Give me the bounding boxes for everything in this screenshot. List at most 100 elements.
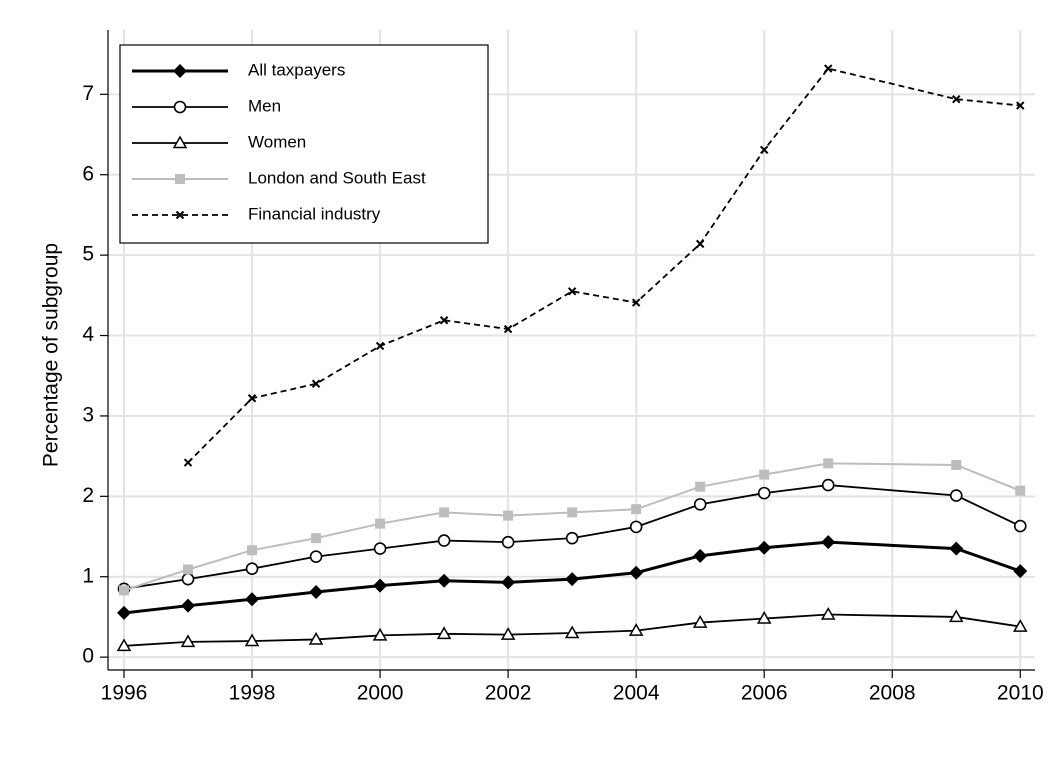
legend-label: Women — [248, 132, 306, 151]
marker — [373, 542, 387, 555]
marker — [695, 481, 706, 492]
marker — [824, 64, 833, 73]
legend-label: All taxpayers — [248, 60, 345, 79]
marker — [309, 585, 324, 600]
marker — [693, 548, 708, 563]
marker — [372, 627, 388, 641]
marker — [436, 626, 452, 640]
marker — [1013, 564, 1028, 579]
marker — [501, 535, 515, 549]
marker — [245, 592, 260, 607]
marker — [948, 609, 964, 623]
marker — [949, 489, 963, 502]
marker — [309, 550, 323, 563]
marker — [631, 504, 642, 515]
marker — [564, 625, 580, 639]
marker — [692, 615, 708, 628]
marker — [823, 458, 834, 469]
marker — [117, 605, 132, 620]
marker — [821, 478, 835, 492]
x-tick-label: 2006 — [741, 682, 788, 705]
marker — [567, 287, 577, 296]
marker — [116, 638, 132, 652]
series-line — [123, 462, 1021, 592]
marker — [952, 94, 961, 104]
x-tick-label: 2010 — [997, 682, 1044, 705]
marker — [503, 510, 514, 521]
marker — [375, 518, 386, 529]
marker — [503, 324, 513, 334]
y-tick-label: 4 — [82, 323, 94, 346]
marker — [1015, 485, 1026, 496]
marker — [756, 611, 772, 624]
marker — [439, 507, 450, 518]
marker — [181, 598, 196, 613]
marker — [437, 534, 451, 547]
marker — [949, 541, 964, 556]
marker — [757, 486, 771, 500]
marker — [119, 585, 130, 596]
x-tick-label: 1998 — [229, 682, 276, 705]
marker — [693, 498, 707, 511]
marker — [437, 573, 452, 588]
legend-label: Men — [248, 96, 281, 115]
marker — [311, 533, 322, 544]
marker — [375, 341, 385, 351]
marker — [311, 379, 321, 388]
marker — [183, 564, 194, 575]
y-tick-label: 2 — [82, 484, 94, 507]
x-tick-label: 2004 — [613, 682, 660, 705]
y-tick-label: 3 — [82, 403, 94, 426]
marker — [175, 174, 185, 184]
legend-label: Financial industry — [248, 204, 381, 223]
marker — [565, 531, 579, 545]
series-line — [123, 540, 1021, 615]
marker — [629, 565, 644, 580]
marker — [1013, 519, 1027, 533]
y-axis-label: Percentage of subgroup — [40, 243, 63, 467]
marker — [175, 210, 185, 220]
y-tick-label: 5 — [82, 243, 94, 266]
marker — [180, 634, 196, 648]
marker — [951, 459, 962, 470]
marker — [695, 239, 705, 249]
marker — [567, 507, 578, 518]
marker — [565, 572, 580, 587]
series-line — [123, 613, 1021, 647]
y-tick-label: 0 — [82, 645, 94, 668]
x-tick-label: 2002 — [485, 682, 532, 705]
marker — [308, 631, 324, 645]
legend: All taxpayers Men Women London and South Ea… — [119, 44, 489, 244]
marker — [245, 562, 259, 575]
marker — [820, 607, 836, 620]
marker — [628, 623, 644, 636]
marker — [247, 394, 257, 403]
marker — [821, 535, 836, 550]
x-tick-label: 2000 — [357, 682, 404, 705]
y-tick-label: 1 — [82, 564, 94, 587]
x-tick-label: 1996 — [101, 682, 148, 705]
marker — [1012, 619, 1028, 632]
marker — [500, 627, 516, 640]
legend-label: London and South East — [248, 168, 426, 187]
marker — [759, 145, 769, 155]
marker — [631, 298, 641, 307]
marker — [757, 540, 772, 555]
marker — [439, 316, 449, 325]
marker — [501, 575, 516, 590]
marker — [759, 469, 770, 480]
marker — [173, 100, 187, 114]
x-tick-label: 2008 — [869, 682, 916, 705]
marker — [1016, 101, 1025, 110]
marker — [183, 458, 193, 467]
marker — [181, 572, 195, 586]
marker — [629, 520, 643, 534]
y-tick-label: 6 — [82, 162, 94, 185]
marker — [173, 64, 187, 78]
marker — [172, 135, 188, 149]
marker — [373, 578, 388, 593]
marker — [244, 633, 260, 647]
marker — [247, 545, 258, 556]
series-line — [123, 484, 1021, 590]
